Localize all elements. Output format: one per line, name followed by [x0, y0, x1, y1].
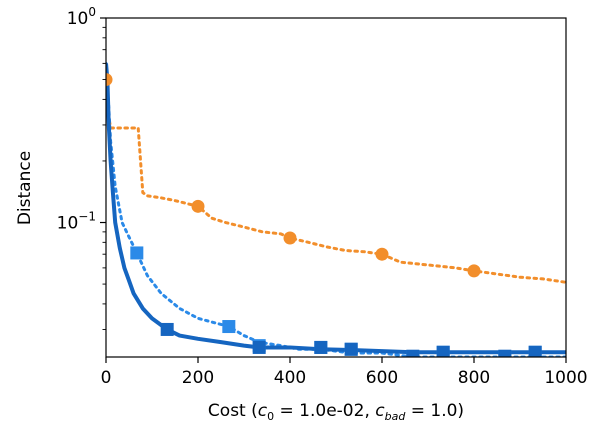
x-axis-label-middle: = 1.0e-02, — [274, 401, 375, 421]
marker-blue-solid-1 — [252, 340, 266, 354]
x-tick-label-2: 400 — [274, 368, 306, 388]
x-tick-label-3: 600 — [366, 368, 398, 388]
marker-orange-dotted-3 — [375, 247, 389, 261]
marker-blue-solid-3 — [344, 342, 358, 356]
y-tick-label-1: 10−1 — [57, 210, 96, 234]
marker-blue-solid-6 — [498, 349, 512, 357]
x-tick-label-4: 800 — [458, 368, 490, 388]
marker-orange-dotted-1 — [191, 199, 205, 213]
marker-blue-solid-4 — [406, 349, 420, 357]
x-axis-label-c0-sub: 0 — [267, 410, 274, 423]
x-axis-label: Cost (c0 = 1.0e-02, cbad = 1.0) — [208, 401, 464, 423]
series-line-orange-dotted — [106, 78, 566, 284]
marker-light-blue-dotted-1 — [222, 320, 236, 334]
y-tick-label-0: 100 — [67, 5, 96, 29]
x-tick-label-5: 1000 — [544, 368, 587, 388]
x-axis-label-c0: c — [258, 401, 268, 421]
x-axis-label-cbad-sub: bad — [385, 410, 407, 423]
marker-blue-solid-7 — [528, 345, 542, 357]
x-axis-label-prefix: Cost ( — [208, 401, 258, 421]
series-layer — [106, 61, 566, 357]
marker-orange-dotted-4 — [467, 264, 481, 278]
marker-orange-dotted-0 — [106, 73, 113, 87]
series-line-light-blue-dotted — [106, 61, 566, 357]
x-tick-label-1: 200 — [182, 368, 214, 388]
marker-blue-solid-5 — [436, 345, 450, 357]
plot-frame — [105, 17, 567, 358]
series-line-blue-solid — [106, 63, 566, 355]
marker-blue-solid-2 — [314, 340, 328, 354]
marker-blue-solid-0 — [160, 322, 174, 336]
y-axis-label: Distance — [15, 151, 35, 225]
x-axis-label-suffix: = 1.0) — [405, 401, 464, 421]
marker-orange-dotted-2 — [283, 231, 297, 245]
x-axis-label-cbad: c — [375, 401, 385, 421]
tick-layer: 0 200 400 600 800 1000 100 10−1 — [57, 5, 588, 388]
marker-layer — [106, 73, 542, 357]
marker-light-blue-dotted-0 — [130, 246, 144, 260]
x-tick-label-0: 0 — [101, 368, 112, 388]
